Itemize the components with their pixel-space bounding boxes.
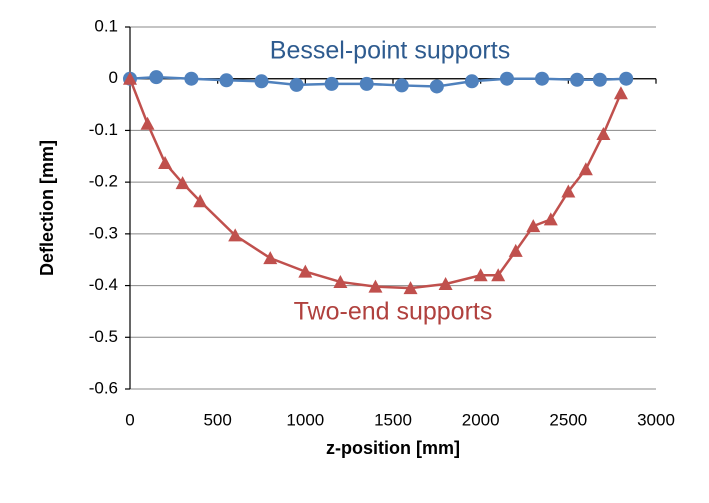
y-tick-label: -0.2 — [89, 172, 118, 191]
y-tick-label: -0.1 — [89, 120, 118, 139]
marker — [403, 281, 418, 295]
y-tick-label: -0.4 — [89, 275, 118, 294]
y-tick-label: 0.1 — [94, 16, 118, 35]
marker — [438, 277, 453, 291]
marker — [499, 71, 514, 86]
marker — [140, 116, 155, 130]
x-tick-label: 0 — [125, 410, 134, 429]
marker — [543, 212, 558, 226]
x-tick-label: 2000 — [462, 410, 500, 429]
y-tick-label: 0 — [109, 68, 118, 87]
series-line — [129, 75, 627, 88]
marker — [175, 176, 190, 190]
marker — [464, 74, 479, 89]
marker — [123, 71, 137, 85]
marker — [561, 184, 576, 198]
x-tick-label: 2500 — [549, 410, 587, 429]
annotation: Bessel-point supports — [270, 37, 510, 65]
marker — [193, 194, 208, 208]
y-tick-label: -0.6 — [89, 378, 118, 397]
x-tick-label: 500 — [203, 410, 231, 429]
series-line — [128, 78, 623, 290]
x-tick-label: 3000 — [637, 410, 675, 429]
marker — [491, 268, 506, 282]
marker — [289, 77, 304, 92]
x-axis-title: z-position [mm] — [326, 438, 460, 458]
marker — [578, 162, 593, 176]
marker — [613, 86, 628, 100]
marker — [508, 243, 523, 257]
annotation: Two-end supports — [294, 298, 493, 326]
marker — [184, 71, 199, 86]
marker — [333, 274, 348, 288]
marker — [228, 228, 243, 242]
marker — [149, 70, 164, 85]
marker — [359, 76, 374, 91]
marker — [473, 268, 488, 282]
marker — [596, 127, 611, 141]
marker — [619, 71, 634, 86]
marker — [324, 76, 339, 91]
marker — [535, 71, 550, 86]
marker — [254, 74, 269, 89]
x-tick-label: 1000 — [286, 410, 324, 429]
marker — [158, 156, 173, 170]
marker — [592, 72, 607, 87]
marker — [394, 78, 409, 93]
y-tick-label: -0.5 — [89, 327, 118, 346]
marker — [219, 73, 234, 88]
marker — [526, 219, 541, 233]
marker — [368, 279, 383, 293]
x-tick-label: 1500 — [374, 410, 412, 429]
marker — [570, 72, 585, 87]
marker — [263, 251, 278, 265]
marker — [298, 264, 313, 278]
marker — [429, 79, 444, 94]
y-axis-title: Deflection [mm] — [37, 140, 57, 276]
y-tick-label: -0.3 — [89, 223, 118, 242]
